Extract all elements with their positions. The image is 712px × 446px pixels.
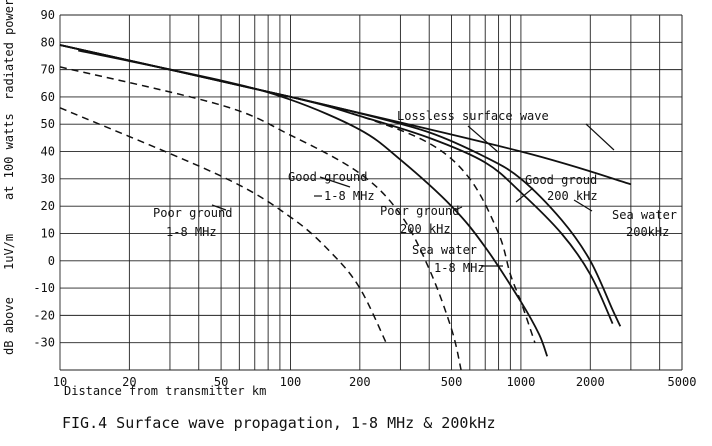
y-axis-label-part: dB above [2, 297, 16, 355]
label-sea-water-mf-1: Sea water [412, 243, 477, 257]
series [59, 44, 632, 371]
label-good-ground-lf-2: 200 kHz [547, 189, 598, 203]
x-tick-label: 2000 [576, 375, 605, 389]
y-axis-label: dB above 1uV/m at 100 watts radiated pow… [2, 0, 16, 355]
annotation-leaders [211, 123, 615, 267]
label-poor-ground-mf-1: Poor ground [153, 206, 232, 220]
x-tick-label: 50 [214, 375, 228, 389]
x-tick-label: 500 [441, 375, 463, 389]
series-line-good-ground-1-8-mhz [59, 66, 462, 371]
series-line-sea-water-1-8-mhz [59, 44, 536, 343]
x-tick-label: 200 [349, 375, 371, 389]
label-good-ground-mf-1: Good ground [288, 170, 367, 184]
x-tick-label: 5000 [668, 375, 697, 389]
series-line-poor-ground-1-8-mhz [59, 107, 387, 344]
y-tick-label: 0 [48, 254, 55, 268]
leader-line [515, 187, 534, 203]
y-axis-label-part: at 100 watts [2, 113, 16, 200]
x-tick-label: 1000 [506, 375, 535, 389]
y-tick-label: 60 [41, 90, 55, 104]
y-axis-label-part: 1uV/m [2, 234, 16, 270]
y-tick-label: 50 [41, 117, 55, 131]
y-tick-label: 20 [41, 199, 55, 213]
label-lossless: Lossless surface wave [397, 109, 549, 123]
leader-line [467, 125, 499, 153]
series-line-poor-ground-200-khz [78, 49, 549, 357]
y-tick-label: 80 [41, 35, 55, 49]
tick-labels: 10 20 50 100 200 500 1000 2000 50009080706050403… [33, 8, 696, 389]
label-sea-water-mf-2: 1-8 MHz [434, 261, 485, 275]
y-tick-label: 70 [41, 63, 55, 77]
figure-caption: FIG.4 Surface wave propagation, 1-8 MHz … [62, 414, 495, 432]
label-good-ground-mf-2: 1-8 MHz [324, 189, 375, 203]
label-sea-water-lf-2: 200kHz [626, 225, 669, 239]
label-poor-ground-lf-1: Poor ground [380, 204, 459, 218]
label-good-ground-lf-1: Good groud [525, 173, 597, 187]
grid [59, 14, 683, 371]
x-tick-label: 100 [280, 375, 302, 389]
x-axis-label: Distance from transmitter km [64, 384, 266, 398]
y-axis-label-part: radiated power [2, 0, 16, 100]
leader-line [573, 199, 593, 212]
leader-line [211, 204, 227, 211]
y-tick-label: -30 [33, 336, 55, 350]
y-tick-label: 10 [41, 226, 55, 240]
x-tick-label: 10 [53, 375, 67, 389]
leader-line [585, 123, 615, 151]
y-tick-label: 90 [41, 8, 55, 22]
y-tick-label: 40 [41, 145, 55, 159]
y-tick-label: 30 [41, 172, 55, 186]
label-sea-water-lf-1: Sea water [612, 208, 677, 222]
label-poor-ground-lf-2: 200 kHz [400, 222, 451, 236]
y-tick-label: -20 [33, 308, 55, 322]
x-tick-label: 20 [122, 375, 136, 389]
label-poor-ground-mf-2: 1-8 MHz [166, 225, 217, 239]
leader-line [319, 176, 351, 188]
leader-line [454, 206, 463, 211]
y-tick-label: -10 [33, 281, 55, 295]
